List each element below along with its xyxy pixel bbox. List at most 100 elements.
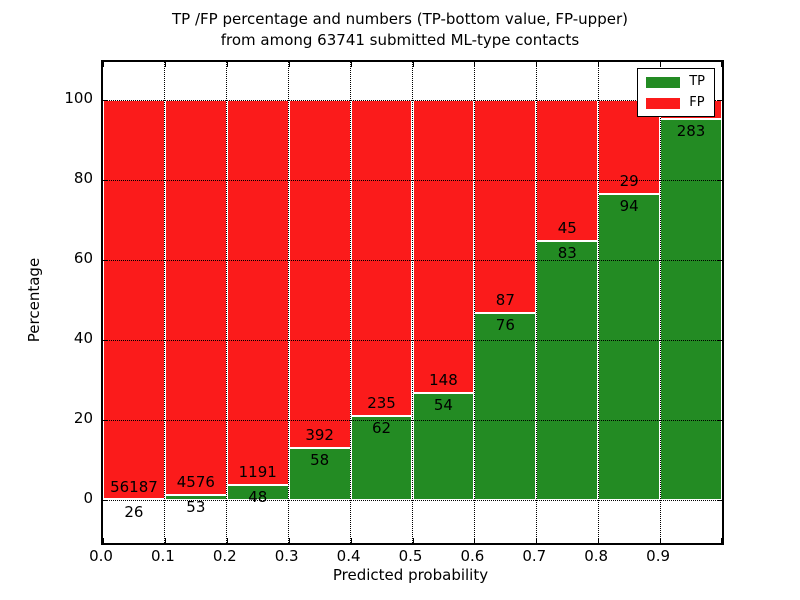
legend-entry-fp: FP — [646, 96, 705, 110]
x-tick-mark — [536, 538, 538, 543]
y-tick-mark — [717, 179, 722, 181]
vertical-gridline — [288, 62, 290, 543]
tp-bar-segment — [536, 240, 599, 500]
x-tick-mark — [103, 538, 104, 543]
x-tick-mark — [598, 62, 600, 67]
tp-legend-label: TP — [689, 74, 705, 89]
x-tick-label: 0.8 — [584, 547, 609, 565]
tp-bar-segment — [412, 393, 475, 500]
x-tick-label: 0.2 — [212, 547, 237, 565]
vertical-gridline — [473, 62, 475, 543]
x-tick-label: 0.3 — [274, 547, 299, 565]
plot-area: TP FP 56187 26 4576 53 1191 48 392 58 235 62 148 54… — [101, 60, 724, 545]
x-axis-label: Predicted probability — [332, 566, 489, 584]
x-tick-label: 0.6 — [460, 547, 485, 565]
fp-count-label: 392 — [305, 426, 334, 445]
tp-bar-segment — [288, 448, 351, 500]
tp-legend-swatch — [646, 76, 681, 88]
x-tick-label: 0.4 — [336, 547, 361, 565]
fp-bar-segment — [103, 100, 165, 499]
tp-count-label: 53 — [186, 498, 206, 517]
y-tick-mark — [103, 499, 108, 501]
vertical-gridline — [226, 62, 228, 543]
vertical-gridline — [659, 62, 661, 543]
y-tick-mark — [717, 339, 722, 341]
x-tick-label: 0.1 — [150, 547, 175, 565]
fp-count-label: 29 — [619, 172, 639, 191]
fp-count-label: 87 — [495, 291, 515, 310]
x-tick-mark — [660, 538, 662, 543]
tp-count-label: 54 — [433, 396, 453, 415]
legend-entry-tp: TP — [646, 75, 705, 89]
y-tick-mark — [103, 99, 108, 101]
tp-count-label: 283 — [676, 121, 706, 140]
y-axis-label: Percentage — [25, 257, 43, 343]
x-tick-mark — [474, 62, 476, 67]
y-tick-mark — [717, 99, 722, 101]
x-tick-label: 0.9 — [646, 547, 671, 565]
tp-count-label: 62 — [371, 419, 392, 438]
x-tick-mark — [721, 538, 722, 543]
y-tick-label: 60 — [73, 249, 93, 267]
legend: TP FP — [637, 68, 715, 117]
vertical-gridline — [535, 62, 537, 543]
fp-count-label: 235 — [367, 394, 396, 413]
chart-title-line1: TP /FP percentage and numbers (TP-bottom… — [172, 10, 628, 28]
fp-count-label: 1191 — [238, 462, 277, 481]
tp-count-label: 26 — [124, 502, 144, 521]
x-tick-mark — [350, 62, 352, 67]
fp-legend-label: FP — [689, 95, 705, 110]
y-tick-mark — [717, 499, 722, 501]
y-tick-label: 20 — [73, 409, 93, 427]
x-tick-mark — [288, 538, 290, 543]
fp-bar-segment — [350, 100, 413, 417]
fp-count-label: 4576 — [176, 473, 215, 492]
y-tick-label: 40 — [73, 329, 93, 347]
x-tick-mark — [103, 62, 104, 67]
fp-bar-segment — [288, 100, 351, 449]
tp-count-label: 83 — [557, 243, 577, 262]
tp-count-label: 76 — [495, 316, 515, 335]
x-tick-label: 0.5 — [398, 547, 423, 565]
y-tick-mark — [103, 339, 108, 341]
tp-bar-segment — [660, 118, 722, 500]
x-tick-mark — [164, 62, 166, 67]
x-tick-mark — [474, 538, 476, 543]
y-tick-mark — [103, 259, 108, 261]
x-tick-mark — [226, 538, 228, 543]
y-tick-mark — [717, 259, 722, 261]
y-tick-label: 100 — [64, 89, 93, 107]
fp-legend-swatch — [646, 97, 681, 109]
x-tick-label: 0.7 — [522, 547, 547, 565]
tp-bar-segment — [474, 313, 537, 500]
tp-count-label: 48 — [248, 487, 268, 506]
x-tick-mark — [412, 62, 414, 67]
x-tick-mark — [412, 538, 414, 543]
vertical-gridline — [597, 62, 599, 543]
vertical-gridline — [350, 62, 352, 543]
tp-count-label: 58 — [310, 451, 330, 470]
x-tick-mark — [660, 62, 662, 67]
fp-count-label: 56187 — [110, 477, 158, 496]
y-tick-mark — [103, 419, 108, 421]
x-tick-mark — [721, 62, 722, 67]
y-tick-label: 80 — [73, 169, 93, 187]
x-tick-mark — [598, 538, 600, 543]
tp-bar-segment — [598, 194, 661, 500]
fp-bar-segment — [412, 100, 475, 394]
fp-count-label: 148 — [429, 371, 458, 390]
x-tick-mark — [536, 62, 538, 67]
x-tick-mark — [288, 62, 290, 67]
fp-bar-segment — [164, 100, 227, 496]
vertical-gridline — [164, 62, 166, 543]
y-tick-mark — [103, 179, 108, 181]
tp-bar-segment — [350, 416, 413, 500]
y-tick-mark — [717, 419, 722, 421]
vertical-gridline — [412, 62, 413, 543]
x-tick-label: 0.0 — [89, 547, 113, 565]
x-tick-mark — [350, 538, 352, 543]
fp-bar-segment — [226, 100, 289, 485]
y-tick-label: 0 — [83, 489, 93, 507]
fp-count-label: 45 — [557, 218, 577, 237]
